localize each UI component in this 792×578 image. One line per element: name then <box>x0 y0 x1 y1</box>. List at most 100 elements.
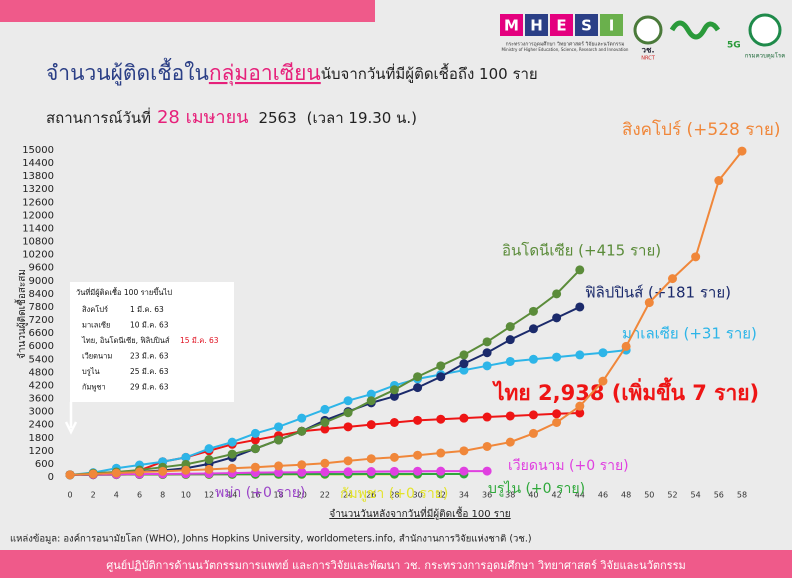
series-label: เวียดนาม (+0 ราย) <box>508 458 629 474</box>
inset-date: 25 มี.ค. 63 <box>130 367 169 376</box>
point <box>274 461 284 471</box>
y-tick-label: 5400 <box>29 354 54 365</box>
point <box>598 348 608 358</box>
point <box>528 428 538 438</box>
y-tick-label: 12000 <box>22 210 54 221</box>
point <box>482 337 492 347</box>
y-tick-label: 9000 <box>29 276 54 287</box>
point <box>320 404 330 414</box>
point <box>111 468 121 478</box>
x-tick-label: 20 <box>297 491 307 500</box>
point <box>575 408 585 418</box>
logo-letter: M <box>504 17 519 35</box>
logo-text: กระทรวงการอุดมศึกษา วิทยาศาสตร์ วิจัยและ… <box>506 41 625 48</box>
x-tick-label: 54 <box>691 491 701 500</box>
status-label: สถานการณ์วันที่ <box>46 107 151 127</box>
x-tick-label: 4 <box>114 491 119 500</box>
point <box>505 356 515 366</box>
point <box>343 467 353 477</box>
y-tick-label: 13800 <box>22 171 54 182</box>
top-band <box>0 0 375 22</box>
point <box>575 265 585 275</box>
point <box>274 467 284 477</box>
point <box>459 365 469 375</box>
y-tick-label: 8400 <box>29 289 54 300</box>
y-tick-label: 0 <box>48 472 54 483</box>
x-tick-label: 8 <box>160 491 165 500</box>
y-tick-label: 13200 <box>22 184 54 195</box>
point <box>366 389 376 399</box>
y-tick-label: 15000 <box>22 145 54 156</box>
point <box>413 466 423 476</box>
point <box>88 469 98 479</box>
logo-letter: H <box>530 17 543 35</box>
point <box>274 435 284 445</box>
y-tick-label: 7800 <box>29 302 54 313</box>
logo-letter-box <box>550 14 573 36</box>
ddc-logo <box>748 13 782 47</box>
inset-date: 1 มี.ค. 63 <box>130 305 164 314</box>
point <box>621 341 631 351</box>
x-tick-label: 38 <box>505 491 515 500</box>
x-tick-label: 36 <box>482 491 492 500</box>
y-tick-label: 10800 <box>22 237 54 248</box>
logo-letter-box <box>600 14 623 36</box>
point <box>297 460 307 470</box>
point <box>413 415 423 425</box>
logo-letter-box <box>575 14 598 36</box>
x-tick-label: 22 <box>320 491 330 500</box>
point <box>482 441 492 451</box>
x-tick-label: 12 <box>204 491 214 500</box>
point <box>552 313 562 323</box>
point <box>343 456 353 466</box>
point <box>366 454 376 464</box>
inset-country: เวียดนาม <box>82 352 112 361</box>
inset-date: 10 มี.ค. 63 <box>130 321 169 330</box>
y-axis-label: จำนวนผู้ติดเชื้อสะสม <box>14 269 28 359</box>
y-tick-label: 1800 <box>29 433 54 444</box>
inset-country: ไทย, อินโดนีเซีย, ฟิลิปปินส์ <box>81 336 170 345</box>
y-tick-label: 11400 <box>22 223 54 234</box>
point <box>366 420 376 430</box>
logo-letter: E <box>556 17 566 35</box>
point <box>320 418 330 427</box>
x-tick-label: 14 <box>227 491 237 500</box>
point <box>459 359 469 369</box>
point <box>297 467 307 477</box>
inset-box <box>70 282 234 402</box>
point <box>343 396 353 406</box>
point <box>320 458 330 468</box>
y-tick-label: 7200 <box>29 315 54 326</box>
point <box>505 335 515 345</box>
series-label: พม่า (+0 ราย) <box>215 485 305 501</box>
point <box>250 435 260 445</box>
series-label: อินโดนีเซีย (+415 ราย) <box>502 242 661 260</box>
point <box>181 465 191 475</box>
point <box>459 466 469 476</box>
y-tick-label: 3000 <box>29 407 54 418</box>
y-tick-label: 6000 <box>29 341 54 352</box>
title-highlight: กลุ่มอาเซียน <box>209 61 321 86</box>
point <box>598 376 608 386</box>
point <box>528 324 538 334</box>
logo-letter-box <box>500 14 523 36</box>
point <box>320 467 330 477</box>
logos: กระทรวงการอุดมศึกษา วิทยาศาสตร์ วิจัยและ… <box>502 13 785 62</box>
point <box>320 424 330 434</box>
x-axis-label: จำนวนวันหลังจากวันที่มีผู้ติดเชื้อ 100 ร… <box>329 506 510 520</box>
point <box>667 274 677 284</box>
point <box>204 455 214 465</box>
y-tick-label: 2400 <box>29 420 54 431</box>
y-tick-label: 9600 <box>29 263 54 274</box>
y-tick-label: 14400 <box>22 158 54 169</box>
chart-title: จำนวนผู้ติดเชื้อในกลุ่มอาเซียนนับจากวันท… <box>46 58 538 86</box>
x-tick-label: 32 <box>436 491 446 500</box>
y-tick-label: 12600 <box>22 197 54 208</box>
x-tick-label: 58 <box>737 491 747 500</box>
x-tick-label: 16 <box>250 491 260 500</box>
point <box>204 444 214 454</box>
inset-arrow <box>64 402 78 435</box>
point <box>436 414 446 424</box>
point <box>482 466 492 476</box>
point <box>575 350 585 360</box>
